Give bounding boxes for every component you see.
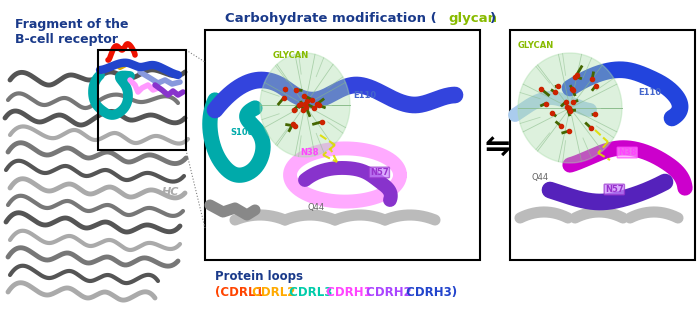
Text: E110: E110 (638, 88, 661, 97)
Text: E110: E110 (353, 91, 376, 100)
Bar (205, 30, 480, 260)
Text: CDRL3: CDRL3 (285, 286, 332, 299)
Text: N57: N57 (370, 168, 388, 177)
Text: ): ) (490, 12, 496, 25)
Text: Fragment of the
B-cell receptor: Fragment of the B-cell receptor (15, 18, 129, 46)
Text: (CDRL1: (CDRL1 (215, 286, 264, 299)
Text: Protein loops: Protein loops (215, 270, 303, 283)
Text: CDRH3): CDRH3) (402, 286, 457, 299)
Bar (510, 30, 695, 260)
Text: GLYCAN: GLYCAN (273, 51, 309, 60)
Text: CDRH2: CDRH2 (362, 286, 412, 299)
Text: N38: N38 (618, 148, 636, 157)
Text: Q44: Q44 (308, 203, 325, 212)
Polygon shape (260, 53, 350, 157)
Text: glycan: glycan (448, 12, 497, 25)
Text: S108: S108 (230, 128, 253, 137)
Text: N38: N38 (300, 148, 318, 157)
Text: ⇋: ⇋ (484, 134, 510, 162)
Text: GLYCAN: GLYCAN (518, 41, 554, 50)
Text: Carbohydrate modification (: Carbohydrate modification ( (225, 12, 437, 25)
Text: CDRL2: CDRL2 (248, 286, 295, 299)
Bar (98, 50, 186, 150)
Text: CDRH1: CDRH1 (322, 286, 372, 299)
Text: Q44: Q44 (532, 173, 549, 182)
Text: N57: N57 (605, 185, 624, 194)
Polygon shape (518, 53, 622, 163)
Text: HC: HC (162, 187, 179, 197)
